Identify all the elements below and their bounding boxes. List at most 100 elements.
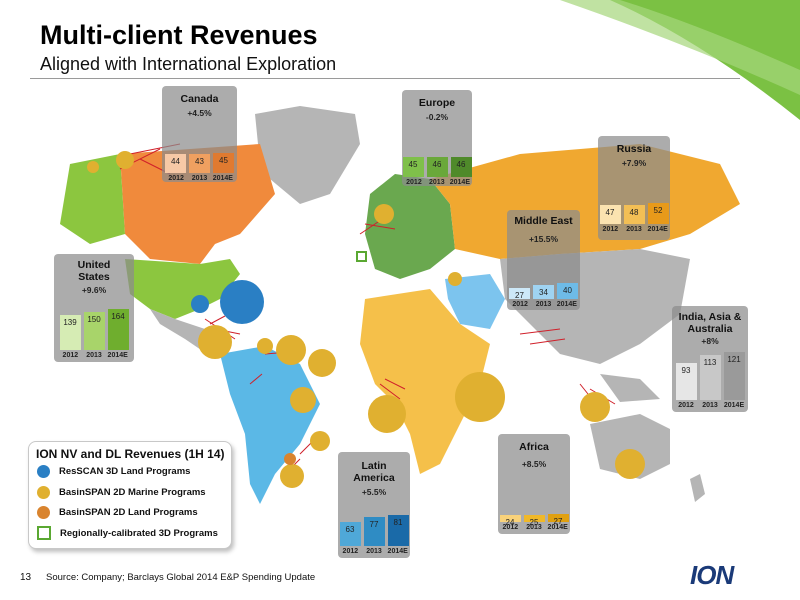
bar-value-label: 46	[432, 160, 442, 169]
slide-subtitle: Aligned with International Exploration	[40, 54, 337, 74]
source-note: Source: Company; Barclays Global 2014 E&…	[46, 572, 316, 583]
legend-label: BasinSPAN 2D Marine Programs	[59, 487, 206, 498]
bars-africa: 24 25 27 2012 2013 2014E	[499, 478, 569, 531]
region-growth: +5.5%	[361, 487, 387, 497]
bar-value-label: 27	[515, 291, 524, 300]
bar	[450, 157, 472, 177]
bar	[699, 355, 721, 400]
bar-value-label: 27	[553, 517, 563, 526]
legend-label: ResSCAN 3D Land Programs	[59, 466, 191, 477]
bar	[387, 515, 409, 546]
region-growth: +15.5%	[528, 234, 559, 244]
green-square-icon	[37, 526, 51, 540]
region-growth: +7.9%	[621, 158, 647, 168]
region-name: Latin America	[353, 460, 395, 484]
bar-value-label: 93	[681, 366, 691, 375]
bar	[509, 288, 530, 299]
region-name: Africa	[519, 441, 549, 453]
bar	[547, 514, 569, 522]
bar-year-labels: 2012 2013 2014E	[510, 301, 577, 308]
se-asia-shape	[600, 374, 660, 402]
region-europe: Europe -0.2% 45 46 46 2012 2013 2014E	[402, 90, 472, 186]
year-tick-label: 2012	[602, 226, 619, 233]
year-tick-label: 2013	[702, 402, 718, 409]
europe-shape	[365, 174, 455, 279]
bar-year-labels: 2012 2013 2014E	[500, 524, 568, 531]
year-tick-label: 2014E	[723, 402, 745, 409]
bar-value-label: 150	[87, 315, 101, 324]
region-growth: +4.5%	[187, 108, 212, 118]
bar-value-label: 47	[605, 208, 615, 217]
resscan-ball-large	[220, 280, 264, 324]
year-tick-label: 2012	[502, 524, 519, 531]
year-tick-label: 2012	[342, 548, 359, 555]
region-growth: +8.5%	[521, 459, 547, 469]
region-name: Europe	[418, 97, 456, 109]
region-india-asia-australia: India, Asia & Australia +8% 93 113 121 2012…	[672, 306, 748, 412]
legend-label: Regionally-calibrated 3D Programs	[60, 527, 218, 539]
bar	[402, 157, 424, 177]
resscan-ball-small	[191, 295, 209, 313]
middle-east-shape	[445, 274, 505, 329]
bar	[339, 522, 361, 546]
bar	[723, 352, 745, 400]
bar	[647, 203, 669, 224]
year-tick-label: 2012	[406, 179, 422, 186]
bar-value-label: 121	[727, 355, 741, 364]
bar-value-label: 45	[219, 156, 228, 165]
year-tick-label: 2014E	[647, 226, 668, 233]
region-africa: Africa +8.5% 24 25 27 2012 2013 2014E	[498, 434, 570, 534]
bar-value-label: 63	[345, 525, 355, 534]
year-tick-label: 2013	[535, 301, 552, 308]
legend-label: BasinSPAN 2D Land Programs	[59, 507, 198, 518]
region-growth: +9.6%	[81, 285, 107, 295]
bar-value-label: 40	[563, 286, 572, 295]
year-tick-label: 2014E	[547, 524, 568, 531]
ion-logo: ION	[690, 560, 734, 590]
title-divider	[30, 78, 740, 79]
region-name: India, Asia & Australia	[678, 311, 742, 335]
map-legend: ION NV and DL Revenues (1H 14) ResSCAN 3…	[28, 441, 232, 549]
blue-ball-icon	[37, 465, 50, 478]
region-middle-east: Middle East +15.5% 27 34 40 2012 2013 2014E	[507, 210, 580, 310]
bars-europe: 45 46 46 2012 2013 2014E	[402, 155, 472, 186]
south-america-shape	[220, 346, 320, 504]
bar	[675, 363, 697, 400]
bar	[213, 153, 234, 173]
slide-title: Multi-client Revenues	[40, 20, 318, 50]
bars-russia: 47 48 52 2012 2013 2014E	[599, 200, 669, 233]
bar-value-label: 24	[505, 518, 515, 527]
bar-value-label: 34	[539, 288, 548, 297]
year-tick-label: 2013	[366, 548, 382, 555]
legend-item: BasinSPAN 2D Marine Programs	[37, 486, 206, 499]
usa-shape	[125, 259, 240, 319]
region-name: Middle East	[514, 215, 573, 227]
gold-ball-icon	[37, 486, 50, 499]
year-tick-label: 2012	[62, 352, 79, 359]
bar-value-label: 25	[529, 518, 539, 527]
year-tick-label: 2012	[168, 175, 184, 182]
bar	[59, 315, 81, 350]
bar-year-labels: 2012 2013 2014E	[60, 352, 128, 359]
legend-item: ResSCAN 3D Land Programs	[37, 465, 190, 478]
bar-value-label: 48	[629, 208, 639, 217]
legend-item: BasinSPAN 2D Land Programs	[37, 506, 198, 519]
bar-value-label: 45	[408, 160, 418, 169]
bar-year-labels: 2012 2013 2014E	[166, 175, 233, 182]
region-united-states: United States +9.6% 139 150 164 2012 2013 201…	[54, 254, 134, 362]
year-tick-label: 2014E	[556, 301, 577, 308]
year-tick-label: 2012	[678, 402, 694, 409]
bar	[533, 285, 554, 299]
bar-value-label: 77	[369, 520, 379, 529]
russia-shape	[430, 144, 740, 259]
bar	[165, 154, 186, 173]
bar-value-label: 44	[171, 157, 180, 166]
year-tick-label: 2014E	[387, 548, 408, 555]
calibrated-3d-marker	[356, 251, 367, 262]
bar	[499, 515, 521, 522]
region-canada: Canada +4.5% 44 43 45 2012 2013 2014E	[162, 86, 237, 182]
bar	[557, 283, 578, 299]
bar	[599, 205, 621, 224]
year-tick-label: 2013	[429, 179, 445, 186]
bar-value-label: 164	[111, 312, 125, 321]
